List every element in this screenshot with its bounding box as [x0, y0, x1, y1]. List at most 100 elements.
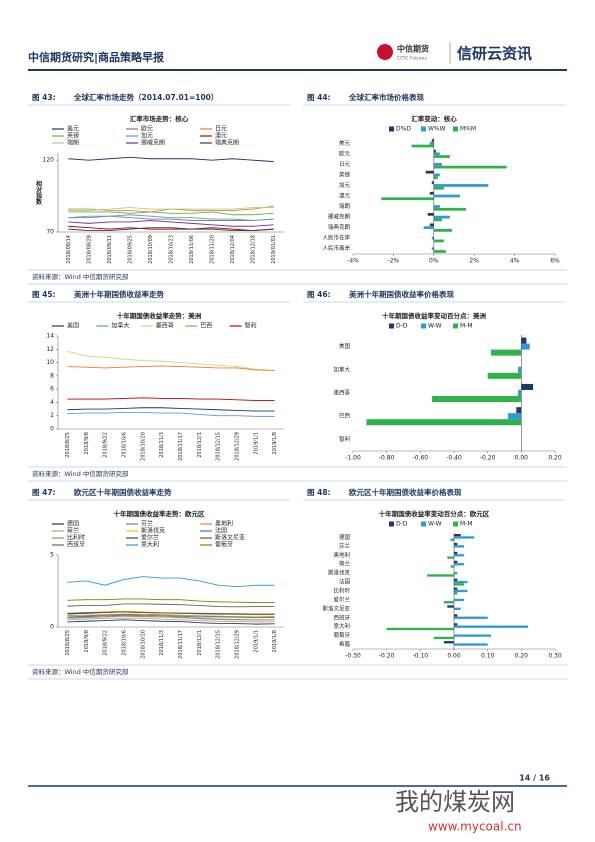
x-tick-label: 2018/12/15: [216, 432, 222, 461]
source: 资料来源：Wind 中信期货研究部: [32, 667, 129, 676]
bar: [454, 634, 492, 637]
bar: [454, 583, 465, 586]
legend-label: 爱尔兰: [141, 534, 159, 542]
legend-label: 加元: [141, 132, 153, 140]
category-label: 法国: [339, 578, 351, 586]
series-line: [68, 225, 274, 232]
watermark-url: www.mycoal.cn: [428, 820, 522, 834]
x-tick-label: -0.20: [480, 455, 496, 462]
x-tick-label: 2018/10/09: [148, 235, 154, 264]
bar: [433, 173, 440, 177]
bar: [454, 623, 458, 626]
bar: [433, 229, 452, 232]
bar: [454, 536, 475, 539]
category-label: 日元: [339, 161, 351, 168]
x-tick-label: 2019/1/1: [253, 630, 259, 652]
bar: [433, 207, 467, 211]
bar: [447, 556, 454, 559]
category-label: 加元: [339, 181, 351, 189]
bar: [454, 580, 468, 584]
legend-label: 英镑: [67, 132, 79, 140]
series-line: [67, 411, 275, 417]
bar: [517, 366, 522, 373]
x-tick-label: 0.00: [447, 653, 461, 660]
series-line: [67, 576, 275, 588]
figure-number: 图 46:: [307, 290, 331, 299]
x-tick-label: 2018/09/11: [107, 235, 113, 264]
x-tick-label: 2018/08/14: [66, 235, 72, 264]
bar: [454, 551, 458, 555]
legend-label: D-D: [396, 323, 408, 330]
category-label: 瑞朗: [339, 202, 351, 210]
bar: [433, 184, 489, 187]
legend-label: 法国: [215, 527, 227, 535]
logo-text: 中信期货: [397, 44, 429, 54]
legend-label: 意大利: [141, 541, 159, 549]
legend-label: M-M: [460, 323, 473, 330]
legend-label: D-D: [396, 521, 408, 528]
category-label: 爱尔兰: [333, 595, 350, 603]
category-label: 英镑: [339, 170, 351, 178]
category-label: 人民币离岸: [322, 244, 350, 252]
chart-title: 十年期国债收益率走势：欧元区: [114, 509, 206, 518]
category-label: 人民币在岸: [322, 234, 350, 242]
bar: [454, 545, 465, 548]
figure-number: 图 45:: [32, 290, 56, 299]
series-line: [67, 365, 275, 371]
bar: [433, 194, 461, 198]
x-tick-label: 2018/11/3: [159, 432, 165, 458]
x-tick-label: 2018/12/18: [251, 235, 257, 264]
figure-caption: 全球汇率市场价格表现: [348, 92, 424, 102]
bar: [447, 605, 454, 608]
x-tick-label: 2018/12/1: [197, 630, 203, 656]
x-tick-label: 2019/01/01: [271, 235, 277, 264]
bar: [433, 155, 450, 158]
y-tick-label: 120: [43, 157, 55, 164]
bar: [454, 587, 458, 590]
x-tick-label: 2018/11/20: [210, 235, 216, 264]
source: 资料来源：Wind 中信期货研究部: [32, 272, 129, 281]
x-tick-label: 0%: [429, 258, 439, 265]
legend-label: 智利: [245, 322, 257, 330]
bar: [521, 337, 527, 344]
x-tick-label: 2018/10/20: [140, 432, 146, 461]
legend-label: 荷兰: [67, 527, 79, 535]
x-tick-label: 2018/9/22: [103, 630, 109, 656]
x-tick-label: 2018/12/29: [234, 630, 240, 659]
bar: [443, 601, 454, 604]
category-label: 葡萄牙: [333, 631, 350, 639]
figure-number: 图 47:: [32, 488, 56, 497]
legend-label: D%D: [396, 126, 411, 133]
chart-title: 十年期国债收益率变动百分点：欧元区: [379, 509, 490, 518]
x-tick-label: 2018/10/6: [121, 432, 127, 458]
legend-label: 欧元: [141, 125, 153, 133]
bar: [433, 149, 436, 153]
x-tick-label: -0.20: [379, 653, 395, 660]
legend-label: 斯洛伐克: [141, 527, 165, 535]
bar: [433, 239, 444, 243]
legend-label: 瑞朗: [67, 139, 79, 147]
x-tick-label: 2018/11/17: [178, 432, 184, 461]
bar: [454, 563, 465, 566]
legend-swatch: [453, 521, 458, 527]
bar: [423, 226, 434, 230]
figure-number: 图 48:: [307, 488, 331, 497]
bar: [431, 247, 434, 251]
bar: [427, 574, 454, 577]
x-tick-label: -0.30: [345, 653, 361, 660]
x-tick-label: -1.00: [345, 455, 361, 462]
legend-label: 瑞典克朗: [215, 139, 239, 147]
y-tick-label: 6: [50, 386, 54, 393]
legend-label: 芬兰: [141, 520, 153, 528]
bar: [454, 554, 465, 557]
legend-label: 日元: [215, 126, 227, 133]
bar: [431, 139, 434, 142]
x-tick-label: 2018/10/20: [140, 630, 146, 659]
legend-label: 奥地利: [215, 520, 233, 528]
x-tick-label: 2018/09/25: [127, 235, 133, 264]
series-line: [67, 611, 275, 615]
bar: [381, 197, 434, 201]
series-line: [68, 220, 274, 227]
